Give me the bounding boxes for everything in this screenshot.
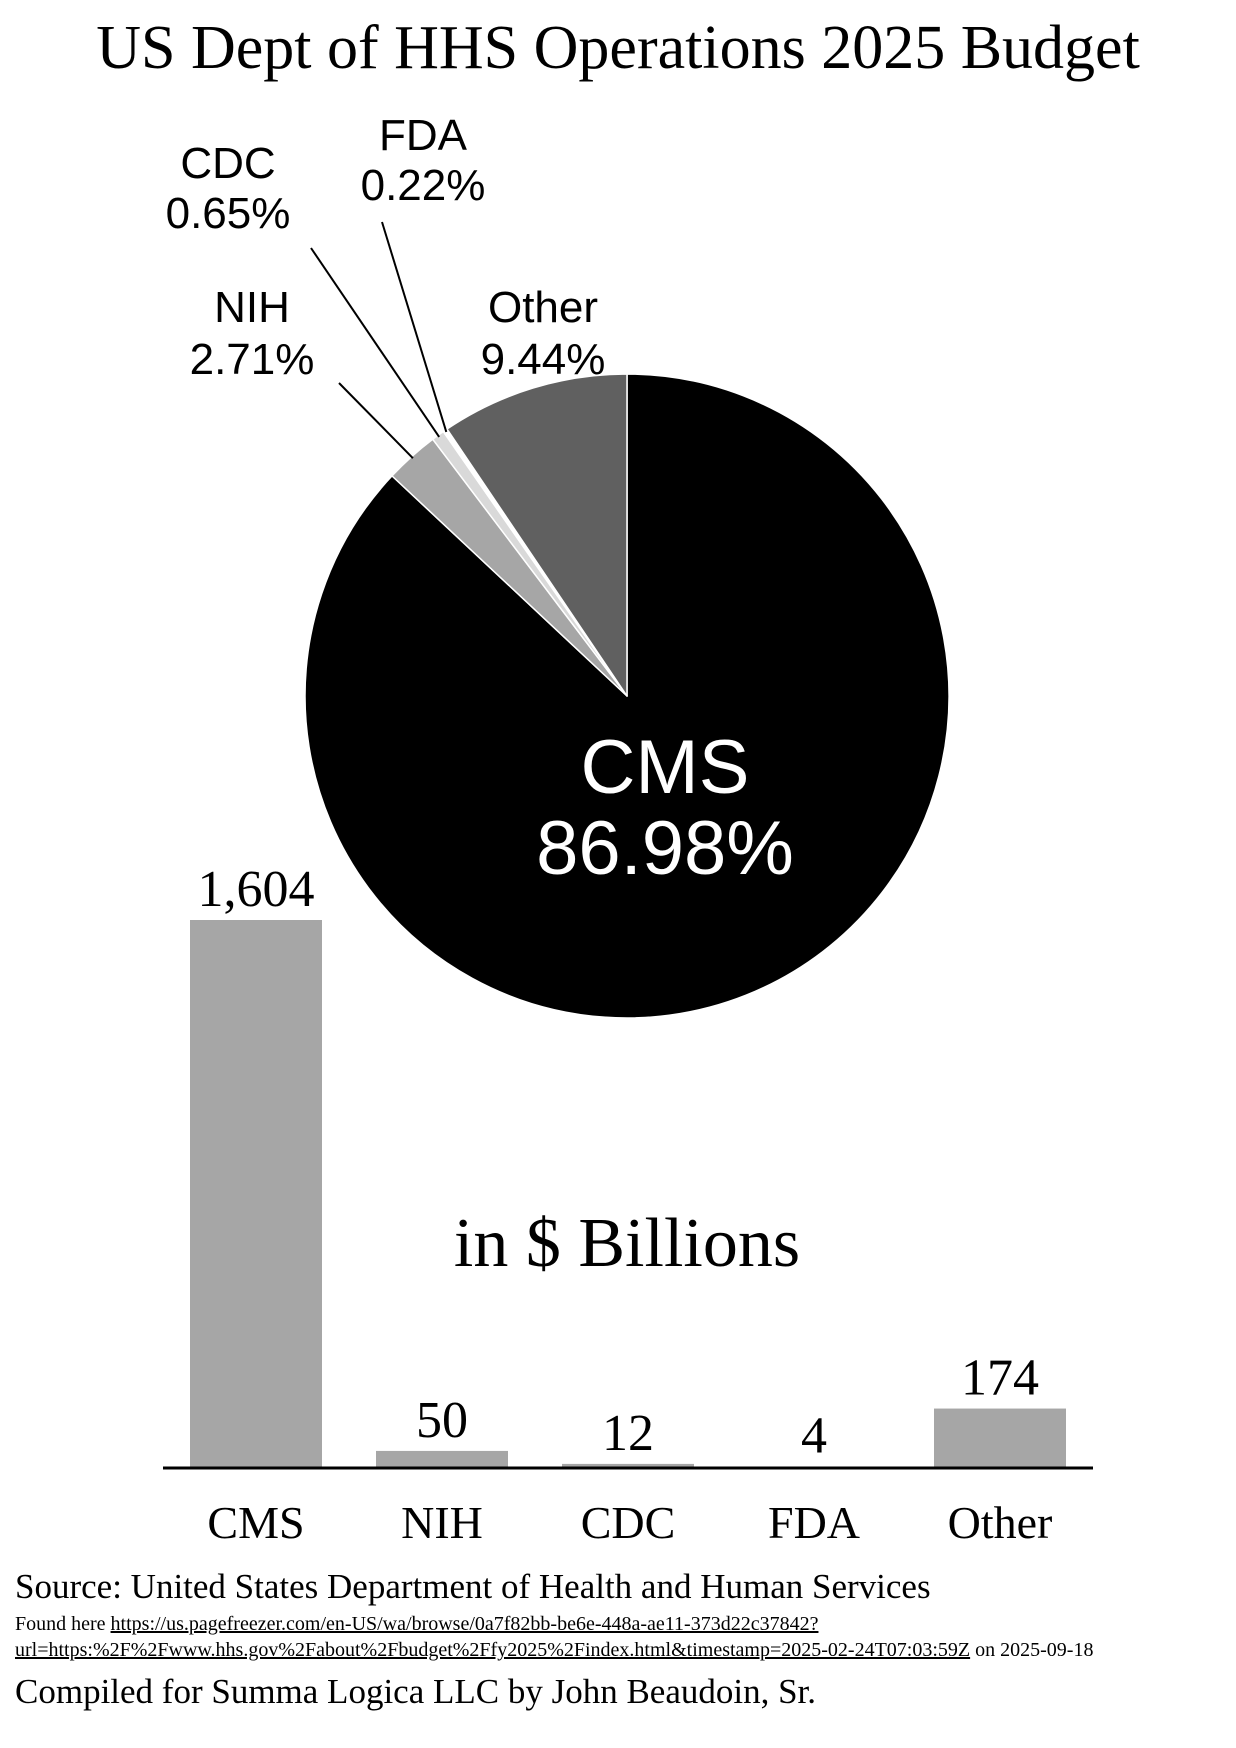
source-note: Source: United States Department of Heal… [15, 1567, 931, 1606]
leader-line-fda [381, 221, 448, 433]
x-tick-cdc: CDC [581, 1497, 676, 1548]
pie-label-nih-percent: 2.71% [190, 335, 315, 384]
pie-slice-other [446, 373, 628, 697]
x-tick-fda: FDA [768, 1497, 860, 1548]
source-link[interactable]: https://us.pagefreezer.com/en-US/wa/brow… [15, 1613, 971, 1661]
bar-other [934, 1408, 1066, 1468]
bar-value-fda: 4 [801, 1408, 827, 1465]
pie-label-cms-name: CMS [581, 725, 750, 810]
bar-cdc [562, 1463, 694, 1468]
bar-nih [376, 1450, 508, 1468]
leader-line-nih [338, 382, 414, 459]
x-tick-other: Other [948, 1497, 1053, 1548]
found-note: Found here https://us.pagefreezer.com/en… [15, 1611, 1230, 1663]
bar-cms [190, 920, 322, 1468]
chart-title: US Dept of HHS Operations 2025 Budget [96, 14, 1140, 82]
pie-label-other-name: Other [488, 283, 598, 332]
pie-label-cdc-name: CDC [180, 139, 275, 188]
bar-value-cms: 1,604 [198, 861, 315, 918]
bar-chart-title: in $ Billions [454, 1205, 800, 1282]
footer: Source: United States Department of Heal… [15, 1566, 1230, 1713]
x-tick-nih: NIH [401, 1497, 483, 1548]
bar-value-nih: 50 [416, 1392, 468, 1449]
pie-label-nih-name: NIH [214, 283, 290, 332]
pie-label-cdc-percent: 0.65% [166, 189, 291, 238]
pie-label-other-percent: 9.44% [481, 335, 606, 384]
found-prefix: Found here [15, 1613, 106, 1635]
x-tick-cms: CMS [207, 1497, 304, 1548]
bar-value-cdc: 12 [602, 1405, 654, 1462]
pie-label-fda-percent: 0.22% [361, 161, 486, 210]
bar-value-other: 174 [961, 1350, 1039, 1407]
pie-label-fda-name: FDA [379, 111, 468, 160]
leader-line-cdc [310, 247, 440, 438]
found-suffix: on 2025-09-18 [975, 1639, 1094, 1661]
compiled-note: Compiled for Summa Logica LLC by John Be… [15, 1672, 817, 1711]
pie-label-cms-percent: 86.98% [536, 806, 794, 891]
chart-canvas: 1,604 CMS 50 NIH 12 CDC 4 FDA 174 Other in $ Billi… [163, 111, 1093, 1548]
